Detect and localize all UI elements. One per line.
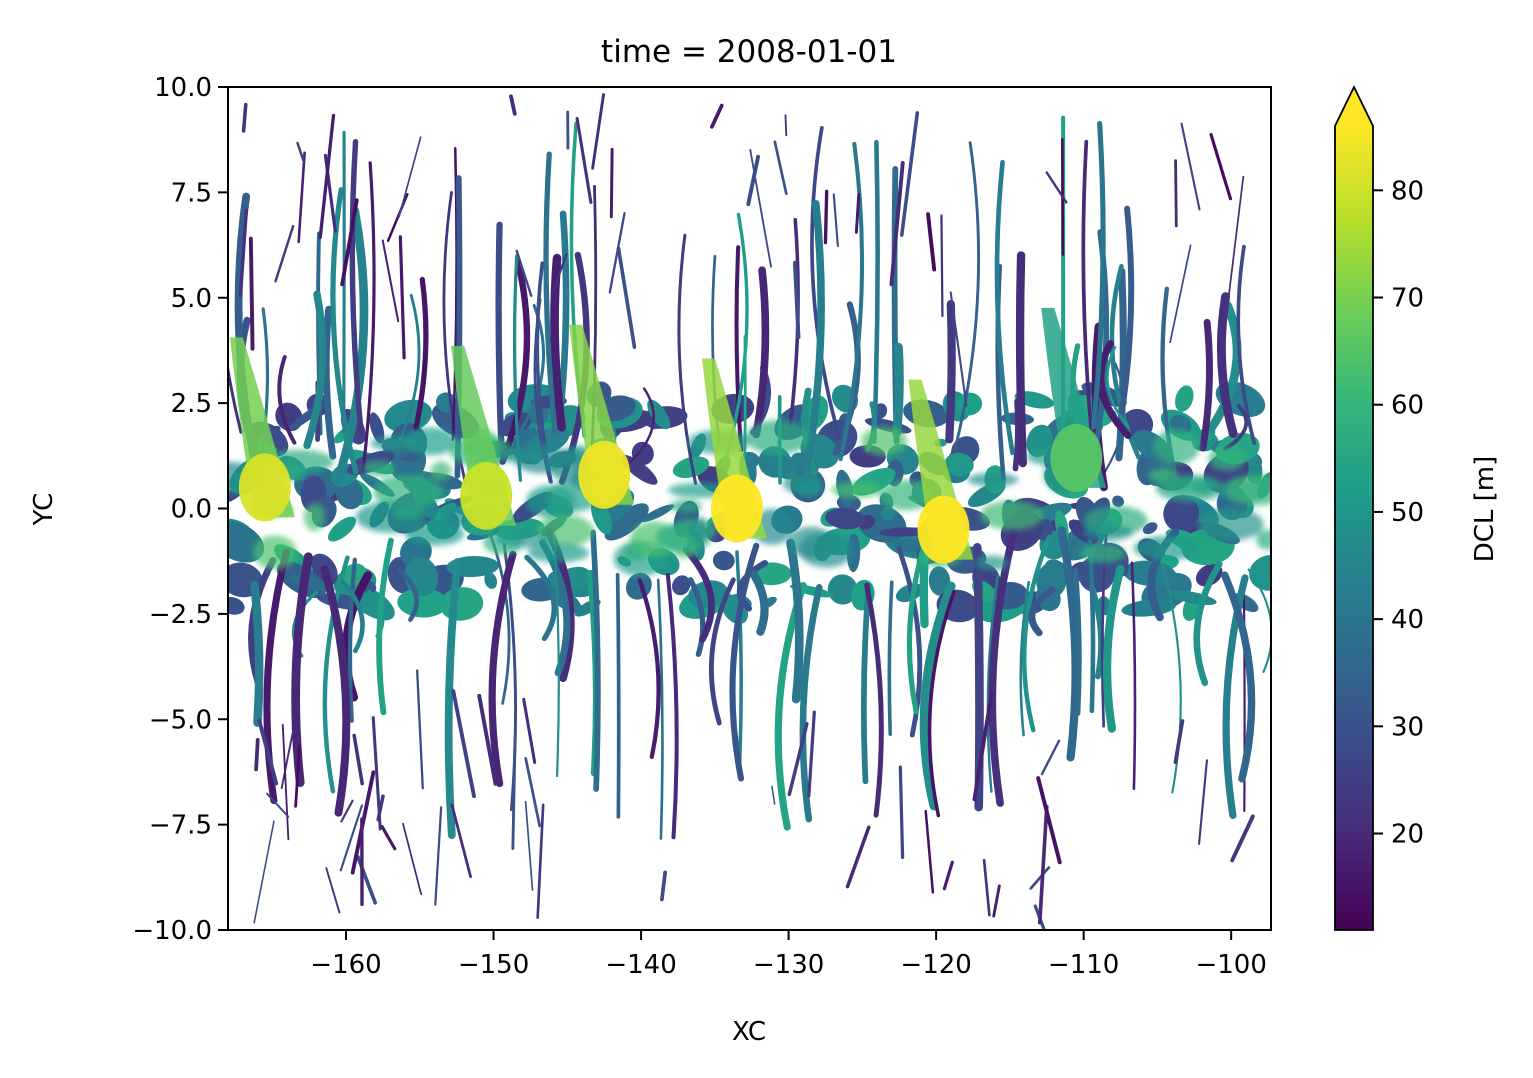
y-tick-label: 0.0	[171, 495, 212, 525]
y-axis-label: YC	[29, 493, 59, 527]
heatmap-field	[228, 93, 1271, 930]
colorbar-tick-label: 30	[1391, 712, 1424, 742]
x-tick-label: −130	[753, 950, 824, 980]
colorbar-tick-label: 50	[1391, 498, 1424, 528]
y-tick-label: 5.0	[171, 284, 212, 314]
colorbar-outline	[1334, 84, 1374, 931]
peak-core	[710, 474, 763, 543]
colorbar-label: DCL [m]	[1470, 456, 1500, 563]
y-tick-label: 2.5	[171, 389, 212, 419]
x-tick-label: −150	[458, 950, 529, 980]
colorbar-tick-label: 20	[1391, 820, 1424, 850]
peak-core	[238, 453, 291, 522]
y-tick-label: 10.0	[154, 73, 212, 103]
y-tick-label: −2.5	[149, 600, 212, 630]
colorbar-gradient	[1335, 126, 1373, 930]
y-axis-ticks: −10.0 −7.5 −5.0 −2.5 0.0 2.5 5.0 7.5 10.0	[132, 73, 228, 946]
x-tick-label: −120	[900, 950, 971, 980]
x-tick-label: −140	[605, 950, 676, 980]
chart-title: time = 2008-01-01	[601, 34, 897, 70]
peak-core	[578, 440, 631, 509]
peak-core	[1050, 423, 1103, 492]
peak-core	[460, 461, 513, 530]
y-tick-label: 7.5	[171, 178, 212, 208]
heatmap-peaks	[229, 307, 1107, 564]
colorbar-tick-label: 80	[1391, 176, 1424, 206]
colorbar-tick-label: 60	[1391, 391, 1424, 421]
x-axis-ticks: −160 −150 −140 −130 −120 −110 −100	[310, 930, 1267, 980]
colorbar: 20 30 40 50 60 70 80 DCL [m]	[1334, 84, 1500, 931]
colorbar-tick-label: 40	[1391, 605, 1424, 635]
x-axis-label: XC	[732, 1017, 766, 1047]
x-tick-label: −100	[1195, 950, 1266, 980]
x-tick-label: −110	[1048, 950, 1119, 980]
colorbar-extend-max-triangle	[1335, 87, 1373, 126]
x-tick-label: −160	[310, 950, 381, 980]
colorbar-tick-label: 70	[1391, 284, 1424, 314]
peak-core	[917, 495, 970, 564]
y-tick-label: −10.0	[132, 916, 212, 946]
y-tick-label: −5.0	[149, 705, 212, 735]
y-tick-label: −7.5	[149, 811, 212, 841]
